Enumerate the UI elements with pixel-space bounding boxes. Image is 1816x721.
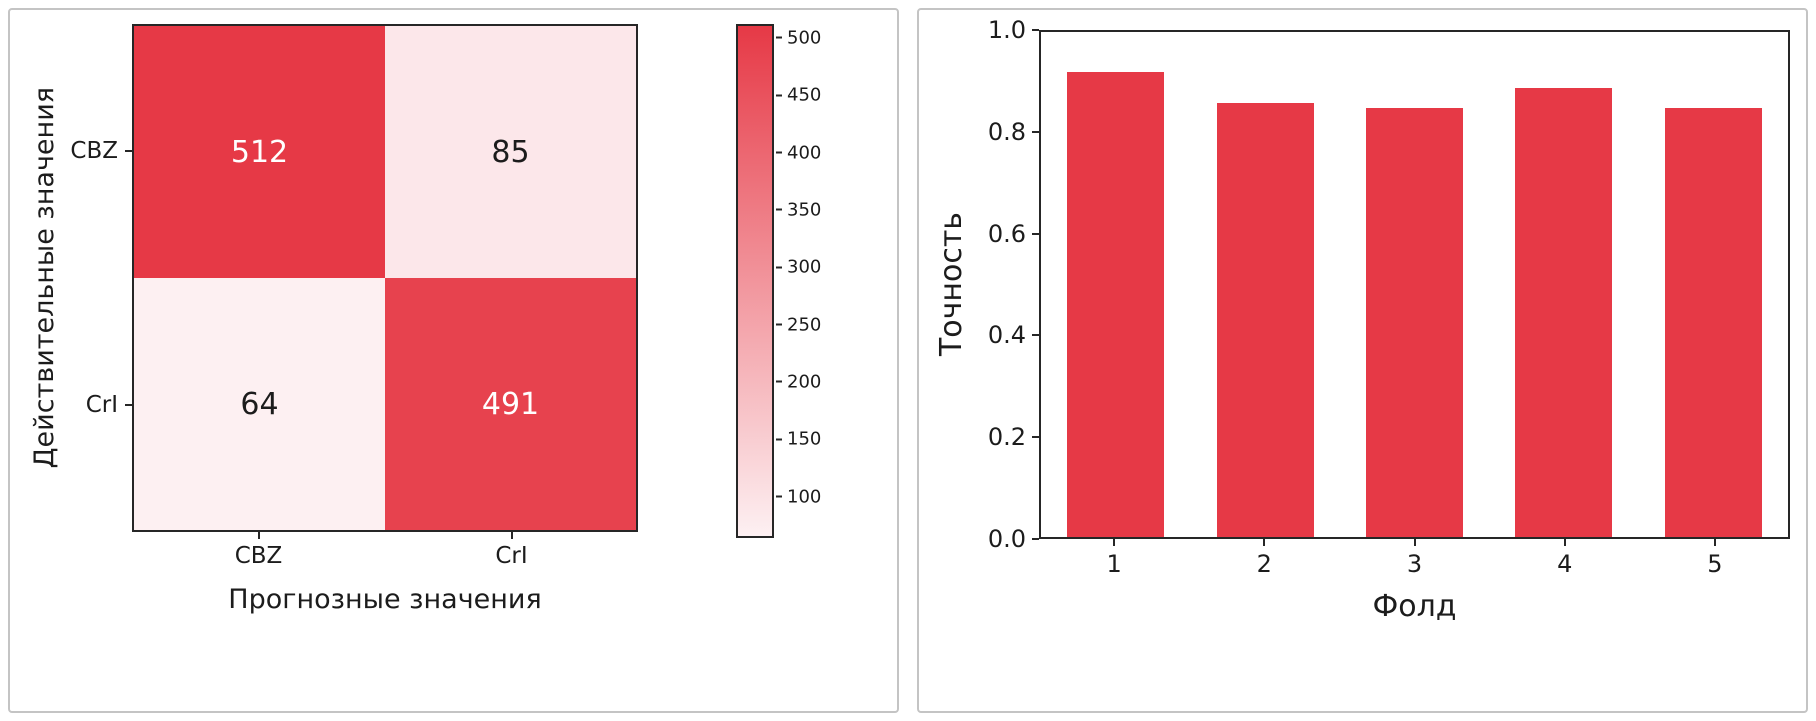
bar-fold-4 bbox=[1515, 87, 1613, 537]
bar-xtick-3: 3 bbox=[1339, 539, 1489, 583]
confusion-matrix-layout: Действительные значения CBZ CrI 512 85 64 49… bbox=[10, 10, 897, 711]
colorbar-tick-100: 100 bbox=[776, 486, 821, 507]
bar-ytick-0.8: 0.8 bbox=[988, 118, 1039, 146]
colorbar-tick-300: 300 bbox=[776, 257, 821, 278]
bar-slot-5 bbox=[1639, 32, 1788, 537]
bar-slot-2 bbox=[1190, 32, 1339, 537]
bar-xtick-2: 2 bbox=[1189, 539, 1339, 583]
cm-xtick-CBZ: CBZ bbox=[132, 532, 385, 576]
colorbar-tick-350: 350 bbox=[776, 199, 821, 220]
cm-xtick-labels: CBZ CrI bbox=[132, 532, 638, 576]
cm-y-axis-label: Действительные значения bbox=[28, 87, 60, 469]
colorbar-tick-450: 450 bbox=[776, 85, 821, 106]
bar-ytick-0.4: 0.4 bbox=[988, 321, 1039, 349]
bar-fold-1 bbox=[1067, 72, 1165, 537]
bar-slot-4 bbox=[1489, 32, 1638, 537]
colorbar-tick-400: 400 bbox=[776, 142, 821, 163]
cm-matrix: 512 85 64 491 bbox=[132, 24, 638, 532]
cm-cell-CBZ-CBZ: 512 bbox=[134, 26, 385, 278]
bar-xtick-1: 1 bbox=[1039, 539, 1189, 583]
cm-ytick-CBZ: CBZ bbox=[66, 24, 132, 278]
cm-xtick-CrI: CrI bbox=[385, 532, 638, 576]
bar-plot-area bbox=[1039, 30, 1790, 539]
bar-ylabel-column: Точность bbox=[929, 30, 973, 539]
cm-plot-row: CBZ CrI 512 85 64 491 bbox=[66, 24, 638, 532]
cm-ylabel-column: Действительные значения bbox=[22, 24, 66, 532]
cm-ytick-labels: CBZ CrI bbox=[66, 24, 132, 532]
cm-x-axis-label: Прогнозные значения bbox=[228, 584, 542, 615]
cm-cell-CBZ-CrI: 85 bbox=[385, 26, 636, 278]
cm-cell-CrI-CBZ: 64 bbox=[134, 278, 385, 530]
bar-slot-3 bbox=[1340, 32, 1489, 537]
bar-fold-5 bbox=[1664, 107, 1762, 537]
colorbar-tick-200: 200 bbox=[776, 371, 821, 392]
bar-xtick-4: 4 bbox=[1490, 539, 1640, 583]
bar-ytick-1.0: 1.0 bbox=[988, 16, 1039, 44]
bar-ytick-0.2: 0.2 bbox=[988, 423, 1039, 451]
bar-fold-2 bbox=[1216, 102, 1314, 537]
colorbar-tick-250: 250 bbox=[776, 314, 821, 335]
bar-slot-1 bbox=[1041, 32, 1190, 537]
colorbar-tick-500: 500 bbox=[776, 27, 821, 48]
bar-xtick-5: 5 bbox=[1640, 539, 1790, 583]
bar-ytick-0.0: 0.0 bbox=[988, 525, 1039, 553]
bar-plot-row: 0.0 0.2 0.4 0.6 0.8 1.0 bbox=[973, 16, 1790, 553]
cm-colorbar: 100 150 200 250 300 350 400 450 500 bbox=[736, 24, 866, 538]
bar-fold-3 bbox=[1365, 107, 1464, 537]
bar-ytick-0.6: 0.6 bbox=[988, 220, 1039, 248]
cm-cell-CrI-CrI: 491 bbox=[385, 278, 636, 530]
bar-y-axis-label: Точность bbox=[933, 212, 969, 357]
bar-x-axis-label: Фолд bbox=[1372, 589, 1457, 624]
colorbar-tick-150: 150 bbox=[776, 429, 821, 450]
cm-colorbar-ticks: 100 150 200 250 300 350 400 450 500 bbox=[776, 24, 864, 538]
cm-colorbar-gradient bbox=[736, 24, 774, 538]
cm-ytick-CrI: CrI bbox=[66, 278, 132, 532]
confusion-matrix-panel: Действительные значения CBZ CrI 512 85 64 49… bbox=[8, 8, 899, 713]
cm-center: CBZ CrI 512 85 64 491 CBZ CrI Прогнозные знач… bbox=[66, 24, 638, 705]
bar-ytick-labels: 0.0 0.2 0.4 0.6 0.8 1.0 bbox=[973, 16, 1039, 553]
